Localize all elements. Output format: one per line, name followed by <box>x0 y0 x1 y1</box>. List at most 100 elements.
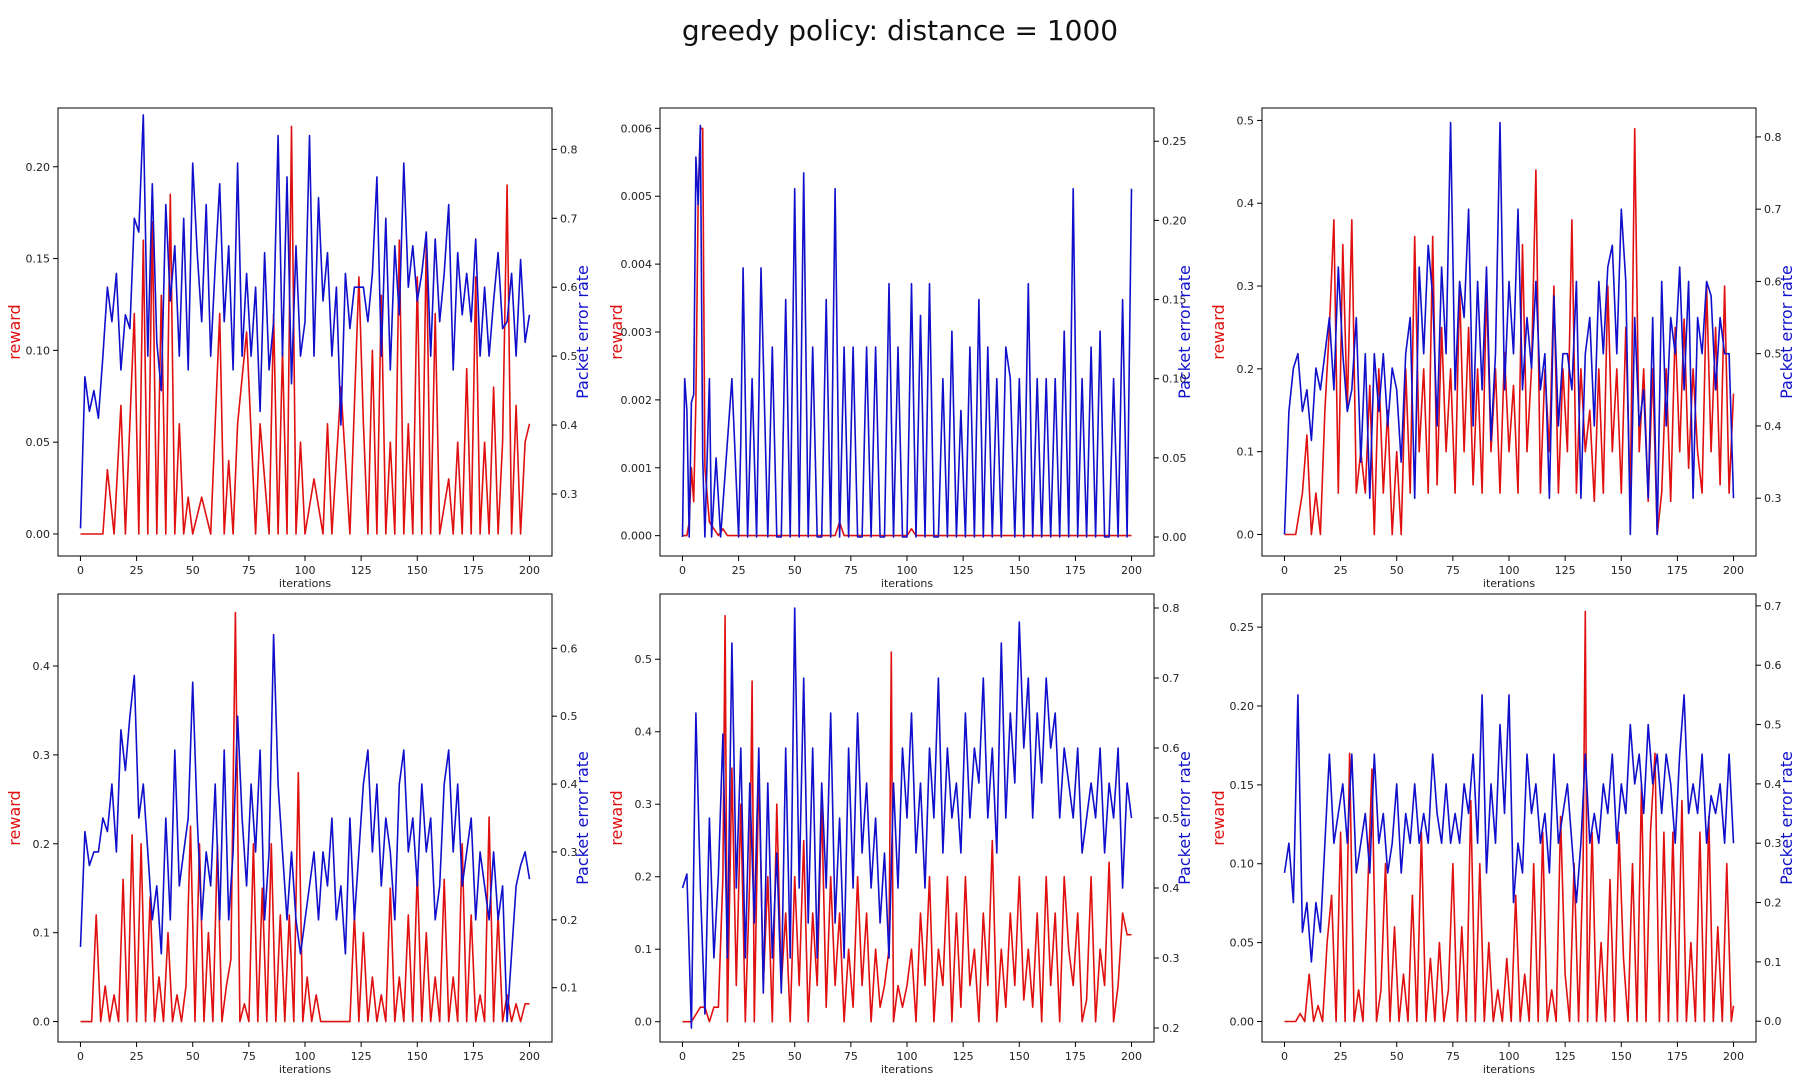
y-right-tick-label: 0.3 <box>1764 837 1782 850</box>
y-left-tick-label: 0.3 <box>635 798 653 811</box>
x-tick-label: 50 <box>186 564 200 577</box>
y-left-tick-label: 0.1 <box>1237 446 1255 459</box>
chart-panel-4: 0 25 50 75 100 125 150 175 200 iterations 0.0 0.1 0.… <box>5 593 592 1076</box>
page-title: greedy policy: distance = 1000 <box>681 14 1119 47</box>
x-tick-label: 50 <box>1390 564 1404 577</box>
y-right-tick-label: 0.15 <box>1162 294 1187 307</box>
x-tick-label: 175 <box>463 1050 484 1063</box>
y-right-tick-label: 0.6 <box>560 281 578 294</box>
y-right-tick-label: 0.4 <box>560 778 578 791</box>
y-left-tick-label: 0.15 <box>1230 779 1255 792</box>
chart-panel-2: 0 25 50 75 100 125 150 175 200 iterations 0.000 0.0… <box>607 107 1194 590</box>
y-right-tick-label: 0.8 <box>560 143 578 156</box>
x-tick-label: 50 <box>1390 1050 1404 1063</box>
plot-frame <box>57 107 553 557</box>
y-right-axis-label: Packet error rate <box>1175 751 1194 885</box>
y-left-axis-label: reward <box>607 790 626 845</box>
y-right-tick-label: 0.7 <box>1764 203 1782 216</box>
y-left-tick-label: 0.00 <box>1230 1015 1255 1028</box>
y-left-tick-label: 0.000 <box>621 530 653 543</box>
x-tick-label: 200 <box>519 564 540 577</box>
x-tick-label: 175 <box>1667 564 1688 577</box>
x-tick-label: 150 <box>1009 564 1030 577</box>
y-right-axis-label: Packet error rate <box>1175 265 1194 399</box>
y-right-tick-label: 0.3 <box>560 488 578 501</box>
y-right-tick-label: 0.7 <box>1764 600 1782 613</box>
y-left-tick-label: 0.10 <box>26 344 51 357</box>
y-right-tick-label: 0.1 <box>560 982 578 995</box>
x-tick-label: 75 <box>242 1050 256 1063</box>
reward-line <box>80 125 531 535</box>
x-axis-label: iterations <box>279 577 331 590</box>
y-left-tick-label: 0.5 <box>1237 114 1255 127</box>
x-tick-label: 0 <box>679 564 686 577</box>
y-left-tick-label: 0.2 <box>33 838 51 851</box>
y-left-tick-label: 0.1 <box>635 943 653 956</box>
y-right-tick-label: 0.20 <box>1162 214 1187 227</box>
packet-error-line <box>681 124 1133 538</box>
y-left-tick-label: 0.05 <box>1230 937 1255 950</box>
y-right-tick-label: 0.6 <box>560 642 578 655</box>
y-left-tick-label: 0.0 <box>33 1016 51 1029</box>
reward-line <box>80 611 530 1023</box>
x-tick-label: 25 <box>130 564 144 577</box>
x-tick-label: 125 <box>1555 1050 1576 1063</box>
y-left-tick-label: 0.4 <box>635 726 653 739</box>
plot-frame <box>659 107 1155 557</box>
y-left-tick-label: 0.4 <box>33 660 51 673</box>
x-tick-label: 125 <box>953 564 974 577</box>
plot-frame <box>57 593 553 1043</box>
y-right-tick-label: 0.00 <box>1162 531 1187 544</box>
y-left-axis-label: reward <box>1209 304 1228 359</box>
y-right-tick-label: 0.3 <box>560 846 578 859</box>
x-tick-label: 75 <box>844 564 858 577</box>
x-tick-label: 50 <box>788 1050 802 1063</box>
y-right-tick-label: 0.10 <box>1162 373 1187 386</box>
y-left-tick-label: 0.2 <box>635 871 653 884</box>
y-left-tick-label: 0.4 <box>1237 197 1255 210</box>
x-tick-label: 125 <box>953 1050 974 1063</box>
x-axis-label: iterations <box>881 1063 933 1076</box>
y-right-tick-label: 0.4 <box>1764 420 1782 433</box>
y-right-tick-label: 0.4 <box>1162 882 1180 895</box>
y-left-tick-label: 0.003 <box>621 326 653 339</box>
chart-panel-5: 0 25 50 75 100 125 150 175 200 iterations 0.0 0.1 0.… <box>607 593 1194 1076</box>
y-left-tick-label: 0.002 <box>621 394 653 407</box>
packet-error-line <box>1283 694 1735 963</box>
y-right-tick-label: 0.2 <box>560 914 578 927</box>
x-tick-label: 100 <box>295 564 316 577</box>
y-right-tick-label: 0.3 <box>1162 952 1180 965</box>
packet-error-line <box>79 633 531 1023</box>
x-tick-label: 100 <box>1499 564 1520 577</box>
x-tick-label: 25 <box>1334 564 1348 577</box>
x-tick-label: 0 <box>77 564 84 577</box>
x-tick-label: 75 <box>242 564 256 577</box>
y-right-axis-label: Packet error rate <box>573 751 592 885</box>
y-right-tick-label: 0.5 <box>1162 812 1180 825</box>
reward-line <box>1284 610 1735 1023</box>
x-tick-label: 75 <box>1446 564 1460 577</box>
x-tick-label: 150 <box>1611 564 1632 577</box>
x-axis-label: iterations <box>279 1063 331 1076</box>
x-tick-label: 125 <box>351 564 372 577</box>
x-tick-label: 200 <box>1723 1050 1744 1063</box>
y-left-tick-label: 0.20 <box>1230 700 1255 713</box>
x-tick-label: 0 <box>77 1050 84 1063</box>
packet-error-line <box>1283 121 1735 536</box>
y-left-tick-label: 0.00 <box>26 528 51 541</box>
y-left-tick-label: 0.001 <box>621 462 653 475</box>
x-tick-label: 25 <box>732 564 746 577</box>
x-tick-label: 0 <box>679 1050 686 1063</box>
y-right-tick-label: 0.5 <box>1764 719 1782 732</box>
x-tick-label: 75 <box>1446 1050 1460 1063</box>
y-right-tick-label: 0.6 <box>1162 742 1180 755</box>
y-left-tick-label: 0.05 <box>26 436 51 449</box>
x-tick-label: 125 <box>1555 564 1576 577</box>
y-left-tick-label: 0.3 <box>33 749 51 762</box>
y-left-tick-label: 0.20 <box>26 161 51 174</box>
x-tick-label: 200 <box>1121 1050 1142 1063</box>
x-tick-label: 200 <box>519 1050 540 1063</box>
y-right-tick-label: 0.7 <box>560 212 578 225</box>
y-left-tick-label: 0.005 <box>621 190 653 203</box>
y-left-tick-label: 0.0 <box>635 1016 653 1029</box>
